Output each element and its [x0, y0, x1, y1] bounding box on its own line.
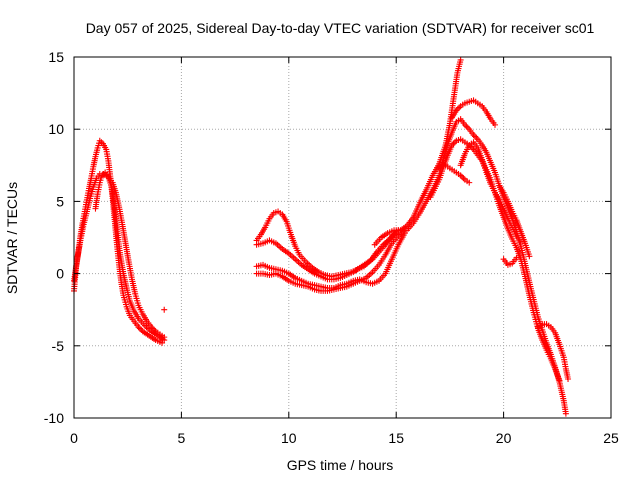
data-point	[454, 105, 461, 112]
data-point	[451, 139, 458, 146]
y-tick-label: 0	[56, 266, 64, 282]
y-tick-label: -10	[44, 410, 64, 426]
data-point	[457, 172, 464, 179]
data-point	[513, 254, 520, 261]
data-point	[436, 165, 443, 172]
data-point	[136, 325, 143, 332]
chart-title: Day 057 of 2025, Sidereal Day-to-day VTE…	[86, 20, 595, 36]
data-point	[466, 179, 473, 186]
data-point	[556, 377, 563, 384]
data-point	[457, 56, 464, 63]
plot-frame	[73, 56, 612, 419]
data-point	[464, 124, 471, 131]
data-point	[459, 173, 466, 180]
series-track-4	[161, 306, 168, 313]
series-track-12	[436, 160, 473, 186]
series-track-13	[449, 97, 499, 128]
series-track-14	[457, 139, 524, 245]
series-track-15	[496, 182, 533, 260]
data-point	[449, 142, 456, 149]
y-tick-label: 5	[56, 193, 64, 209]
x-tick-label: 25	[603, 430, 619, 446]
data-point	[138, 326, 145, 333]
grid-lines	[74, 57, 611, 418]
data-point	[473, 134, 480, 141]
data-point	[453, 107, 460, 114]
y-axis-label: SDTVAR / TECUs	[4, 182, 20, 294]
data-points	[71, 56, 572, 417]
x-axis-ticks: 0 5 10 15 20 25	[70, 57, 619, 446]
data-point	[450, 140, 457, 147]
data-point	[526, 253, 533, 260]
y-tick-label: 10	[48, 121, 64, 137]
data-point	[456, 104, 463, 111]
series-track-3	[92, 169, 168, 344]
data-point	[161, 337, 168, 344]
data-point	[470, 131, 477, 138]
series-track-6	[253, 227, 402, 283]
data-point	[161, 306, 168, 313]
x-tick-label: 5	[178, 430, 186, 446]
data-point	[461, 121, 468, 128]
data-point	[492, 121, 499, 128]
x-axis-label: GPS time / hours	[287, 457, 394, 473]
x-tick-label: 15	[388, 430, 404, 446]
x-tick-label: 20	[496, 430, 512, 446]
data-point	[562, 410, 569, 417]
data-point	[460, 175, 467, 182]
data-point	[565, 376, 572, 383]
data-point	[463, 123, 470, 130]
series-track-16	[500, 254, 520, 268]
x-tick-label: 10	[281, 430, 297, 446]
x-tick-label: 0	[70, 430, 78, 446]
series-track-7	[253, 230, 408, 292]
y-tick-label: -5	[52, 338, 65, 354]
y-axis-ticks: -10 -5 0 5 10 15	[44, 49, 611, 426]
series-track-10	[403, 116, 569, 417]
series-track-17	[534, 321, 572, 383]
y-tick-label: 15	[48, 49, 64, 65]
data-point	[135, 324, 142, 331]
data-point	[471, 133, 478, 140]
data-point	[437, 163, 444, 170]
data-point	[469, 144, 476, 151]
